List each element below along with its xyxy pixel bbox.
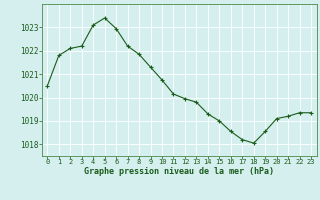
X-axis label: Graphe pression niveau de la mer (hPa): Graphe pression niveau de la mer (hPa) — [84, 167, 274, 176]
